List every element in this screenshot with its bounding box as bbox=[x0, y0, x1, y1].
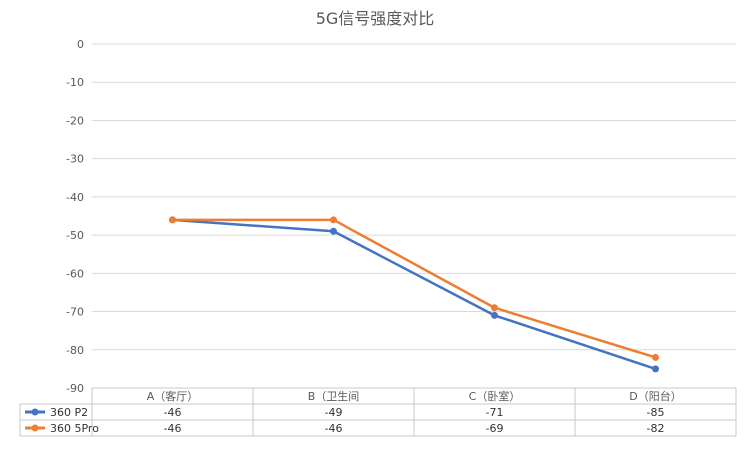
y-tick-label: 0 bbox=[77, 38, 84, 51]
y-tick-label: -50 bbox=[66, 229, 84, 242]
data-point bbox=[491, 304, 498, 312]
y-tick-label: -30 bbox=[66, 153, 84, 166]
category-label: C（卧室） bbox=[469, 389, 521, 403]
data-point bbox=[169, 216, 176, 224]
data-point bbox=[652, 365, 659, 373]
chart-title: 5G信号强度对比 bbox=[316, 9, 435, 28]
series-line bbox=[172, 218, 656, 359]
data-point bbox=[652, 353, 659, 361]
legend-label: 360 5Pro bbox=[50, 422, 99, 435]
y-tick-label: -70 bbox=[66, 306, 84, 319]
table-value: -82 bbox=[647, 422, 665, 435]
table-value: -46 bbox=[325, 422, 343, 435]
y-tick-label: -40 bbox=[66, 191, 84, 204]
table-value: -46 bbox=[164, 422, 182, 435]
legend-marker bbox=[31, 424, 39, 432]
legend-label: 360 P2 bbox=[50, 406, 88, 419]
series-line bbox=[172, 218, 656, 371]
category-label: A（客厅） bbox=[147, 389, 199, 403]
category-label: B（卫生间 bbox=[308, 389, 360, 403]
data-point bbox=[330, 216, 337, 224]
data-point bbox=[491, 311, 498, 319]
data-point bbox=[330, 227, 337, 235]
y-tick-label: -90 bbox=[66, 382, 84, 395]
y-tick-label: -60 bbox=[66, 267, 84, 280]
data-table: A（客厅） B（卫生间 C（卧室） D（阳台） 360 P2 -46 -49 -71 -85 36… bbox=[19, 387, 737, 437]
table-value: -46 bbox=[164, 406, 182, 419]
y-tick-label: -80 bbox=[66, 344, 84, 357]
category-label: D（阳台） bbox=[629, 389, 681, 403]
table-value: -71 bbox=[486, 406, 504, 419]
table-value: -49 bbox=[325, 406, 343, 419]
series-lines bbox=[169, 216, 659, 373]
table-value: -85 bbox=[647, 406, 665, 419]
y-axis-ticks: 0 -10 -20 -30 -40 -50 -60 -70 -80 -90 bbox=[66, 38, 84, 395]
legend-marker bbox=[31, 408, 39, 416]
y-tick-label: -20 bbox=[66, 114, 84, 127]
y-tick-label: -10 bbox=[66, 76, 84, 89]
table-value: -69 bbox=[486, 422, 504, 435]
